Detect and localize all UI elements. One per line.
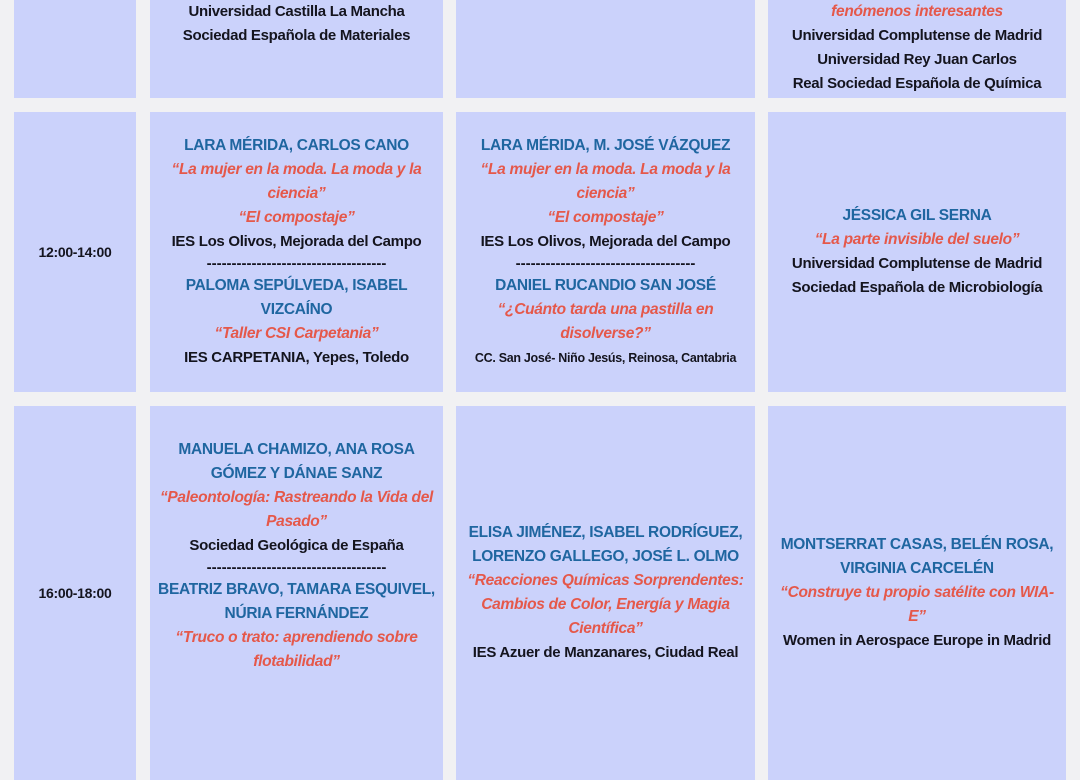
activity-title: “¿Cuánto tarda una pastilla en disolvers… [497,301,714,342]
activity-title: “El compostaje” [547,209,664,226]
organization: Universidad Complutense de Madrid [791,27,1043,44]
divider: ------------------------------------ [206,255,387,272]
activity-title: “Reacciones Químicas Sorprendentes: Camb… [467,572,744,637]
activity-title: “La parte invisible del suelo” [814,231,1020,248]
activity-cell: MONTSERRAT CASAS, BELÉN ROSA, VIRGINIA C… [768,406,1066,780]
speaker-names: BEATRIZ BRAVO, TAMARA ESQUIVEL, NÚRIA FE… [158,581,435,622]
activity-title: “El compostaje” [238,209,355,226]
organization: Universidad Complutense de Madrid [791,255,1043,272]
organization: CC. San José- Niño Jesús, Reinosa, Canta… [474,351,737,365]
divider: ------------------------------------ [206,559,387,576]
speaker-names: MONTSERRAT CASAS, BELÉN ROSA, VIRGINIA C… [780,536,1054,577]
activity-title: “Construye tu propio satélite con WIA-E” [780,584,1054,625]
activity-title: fenómenos interesantes [831,3,1003,20]
speaker-names: LARA MÉRIDA, CARLOS CANO [184,137,409,154]
speaker-names: ELISA JIMÉNEZ, ISABEL RODRÍGUEZ, LORENZO… [468,524,743,565]
time-slot-cell: 16:00-18:00 [14,406,136,780]
organization: IES CARPETANIA, Yepes, Toledo [184,349,409,366]
time-slot-label: 16:00-18:00 [38,585,112,601]
time-slot-label: 12:00-14:00 [38,244,112,260]
activity-cell: fenómenos interesantes Universidad Complu… [768,0,1066,98]
organization: Real Sociedad Española de Química [792,75,1042,92]
organization: Sociedad Española de Microbiología [791,279,1043,296]
activity-title: “Taller CSI Carpetania” [214,325,379,342]
organization: Universidad Rey Juan Carlos [817,51,1017,68]
time-slot-cell: 12:00-14:00 [14,112,136,392]
speaker-names: JÉSSICA GIL SERNA [842,207,992,224]
activity-cell [456,0,755,98]
time-slot-cell [14,0,136,98]
activity-cell: ELISA JIMÉNEZ, ISABEL RODRÍGUEZ, LORENZO… [456,406,755,780]
organization: Sociedad Española de Materiales [182,27,411,44]
organization: Universidad Castilla La Mancha [188,3,405,20]
activity-title: “La mujer en la moda. La moda y la cienc… [480,161,731,202]
organization: IES Los Olivos, Mejorada del Campo [171,233,422,250]
activity-title: “La mujer en la moda. La moda y la cienc… [171,161,422,202]
speaker-names: MANUELA CHAMIZO, ANA ROSA GÓMEZ Y DÁNAE … [178,441,415,482]
organization: IES Azuer de Manzanares, Ciudad Real [472,644,739,661]
activity-cell: JÉSSICA GIL SERNA “La parte invisible del… [768,112,1066,392]
speaker-names: PALOMA SEPÚLVEDA, ISABEL VIZCAÍNO [185,277,408,318]
activity-cell: Universidad Castilla La Mancha Sociedad E… [150,0,443,98]
organization: Sociedad Geológica de España [189,537,404,554]
speaker-names: LARA MÉRIDA, M. JOSÉ VÁZQUEZ [480,137,731,154]
speaker-names: DANIEL RUCANDIO SAN JOSÉ [495,277,716,294]
activity-cell: LARA MÉRIDA, CARLOS CANO “La mujer en la … [150,112,443,392]
activity-cell: LARA MÉRIDA, M. JOSÉ VÁZQUEZ “La mujer en… [456,112,755,392]
organization: Women in Aerospace Europe in Madrid [783,632,1051,649]
organization: IES Los Olivos, Mejorada del Campo [480,233,731,250]
activity-title: “Paleontología: Rastreando la Vida del P… [159,489,434,530]
divider: ------------------------------------ [515,255,696,272]
activity-title: “Truco o trato: aprendiendo sobre flotab… [175,629,418,670]
activity-cell: MANUELA CHAMIZO, ANA ROSA GÓMEZ Y DÁNAE … [150,406,443,780]
